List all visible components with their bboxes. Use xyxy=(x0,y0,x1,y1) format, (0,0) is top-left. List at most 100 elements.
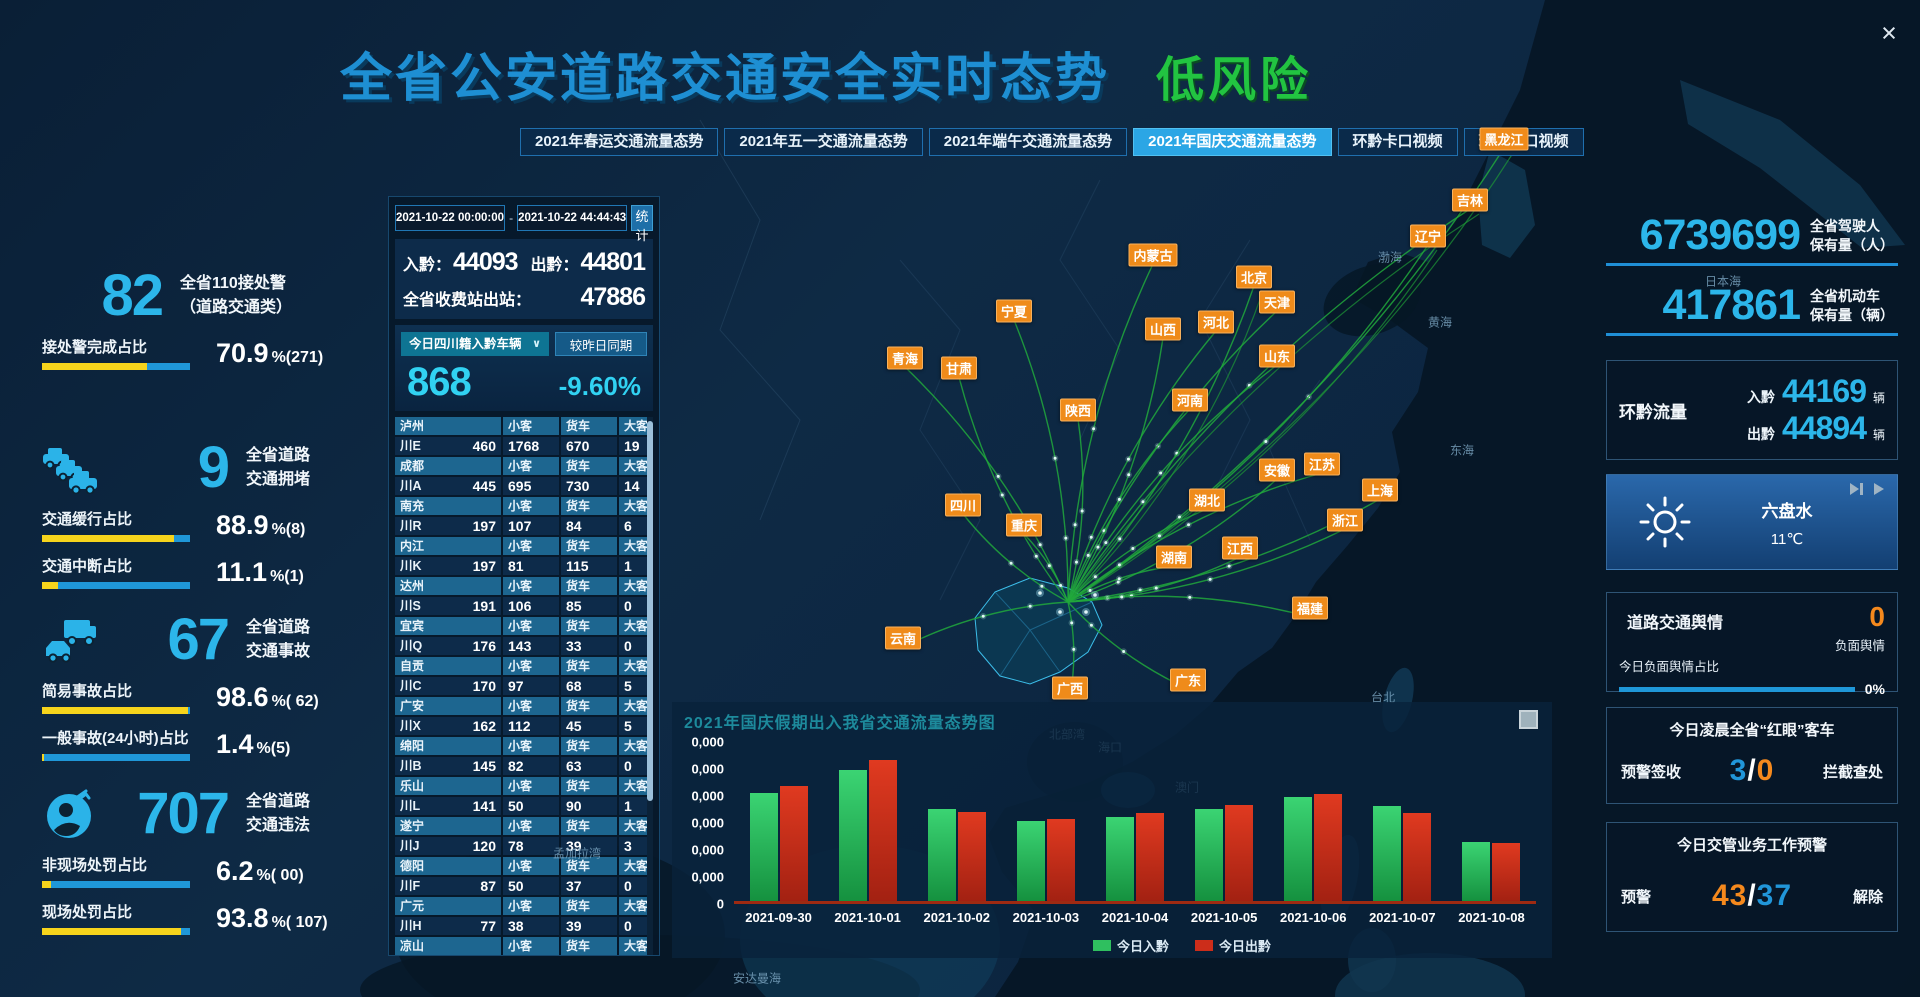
end-datetime-input[interactable]: 2021-10-22 44:44:43 xyxy=(517,205,628,231)
compare-yesterday-button[interactable]: 较昨日同期 xyxy=(555,332,647,356)
play-next-icon[interactable] xyxy=(1871,483,1887,495)
table-data-row: 川C 170 97 68 5 xyxy=(395,677,653,695)
bar-in-guizhou xyxy=(927,809,956,901)
province-flow-summary: 入黔： 44093 出黔： 44801 全省收费站出站： 47886 xyxy=(395,239,653,319)
table-scrollbar xyxy=(647,417,653,955)
column-header: 大客 xyxy=(619,657,653,675)
redeye-right-label: 拦截查处 xyxy=(1822,763,1883,781)
metric-progress-bar xyxy=(42,754,190,762)
value-cell: 107 xyxy=(503,517,559,535)
table-city-row: 遂宁 小客 货车 大客 xyxy=(395,817,653,835)
stat-metric: 简易事故占比 98.6 %( 62) xyxy=(42,680,372,715)
tab-bar: 2021年春运交通流量态势 2021年五一交通流量态势 2021年端午交通流量态势 2… xyxy=(520,128,1584,156)
value-cell: 1 xyxy=(619,797,653,815)
tab-guoqing[interactable]: 2021年国庆交通流量态势 xyxy=(1133,128,1332,156)
stat-label: 全省道路 交通拥堵 xyxy=(246,447,311,488)
chart-restore-icon[interactable] xyxy=(1519,710,1538,729)
close-icon[interactable]: × xyxy=(1872,16,1906,50)
plate-total-cell: 川K 197 xyxy=(395,557,501,575)
chart-plot-area xyxy=(734,742,1536,904)
chart-title: 2021年国庆假期出入我省交通流量态势图 xyxy=(684,715,996,732)
driver-total-label: 全省驾驶人 保有量（人） xyxy=(1810,217,1894,253)
map-text-label: 孟加拉湾 xyxy=(552,846,602,861)
traffic-violation-icon xyxy=(42,788,100,840)
x-tick-label: 2021-09-30 xyxy=(745,910,812,925)
value-cell: 670 xyxy=(561,437,617,455)
vehicle-filter-box: 今日四川籍入黔车辆 ∨ 较昨日同期 868 -9.60% xyxy=(395,325,653,411)
column-header: 大客 xyxy=(619,737,653,755)
column-header: 货车 xyxy=(561,857,617,875)
legend-item[interactable]: 今日入黔 xyxy=(1092,936,1169,955)
bar-out-guizhou xyxy=(1046,818,1075,901)
province-label: 湖北 xyxy=(1188,488,1226,512)
plate-total-cell: 川L 141 xyxy=(395,797,501,815)
table-city-row: 自贡 小客 货车 大客 xyxy=(395,657,653,675)
province-label: 四川 xyxy=(944,493,982,517)
metric-name: 交通中断占比 xyxy=(42,558,133,576)
tab-duanwu[interactable]: 2021年端午交通流量态势 xyxy=(928,128,1128,156)
metric-name: 一般事故(24小时)占比 xyxy=(42,730,189,748)
tab-chunyun[interactable]: 2021年春运交通流量态势 xyxy=(520,128,719,156)
column-header: 小客 xyxy=(503,857,559,875)
value-cell: 68 xyxy=(561,677,617,695)
stat-metric: 交通缓行占比 88.9 %(8) xyxy=(42,508,372,543)
statistics-button[interactable]: 统计 xyxy=(631,205,653,243)
value-cell: 50 xyxy=(503,797,559,815)
value-cell: 115 xyxy=(561,557,617,575)
y-tick-label: 0,000 xyxy=(691,734,724,750)
bar-out-guizhou xyxy=(1492,842,1521,901)
vehicle-type-dropdown[interactable]: 今日四川籍入黔车辆 ∨ xyxy=(401,332,549,356)
police-work-panel: 今日交管业务工作预警 预警 43/37 解除 xyxy=(1606,822,1898,932)
x-tick-label: 2021-10-04 xyxy=(1101,910,1169,925)
chart-x-axis: 2021-09-30 2021-10-01 2021-10-02 2021-10-03… xyxy=(734,910,1536,932)
map-text-label: 日本海 xyxy=(1704,274,1742,289)
value-cell: 1 xyxy=(619,557,653,575)
vehicle-total-label: 全省机动车 保有量（辆） xyxy=(1810,287,1894,323)
traffic-jam-icon xyxy=(42,442,100,495)
province-label: 广东 xyxy=(1169,668,1207,692)
column-header: 货车 xyxy=(561,457,617,475)
bar-out-guizhou xyxy=(957,811,986,901)
city-name: 广元 xyxy=(395,897,501,915)
table-data-row: 川L 141 50 90 1 xyxy=(395,797,653,815)
bar-in-guizhou xyxy=(838,770,867,901)
province-label: 陕西 xyxy=(1059,398,1097,422)
start-datetime-input[interactable]: 2021-10-22 00:00:00 xyxy=(395,205,506,231)
metric-name: 非现场处罚占比 xyxy=(42,857,148,875)
scrollbar-thumb[interactable] xyxy=(647,421,653,801)
column-header: 货车 xyxy=(561,817,617,835)
column-header: 小客 xyxy=(503,617,559,635)
province-label: 安徽 xyxy=(1258,458,1296,482)
value-cell: 0 xyxy=(619,597,653,615)
province-label: 宁夏 xyxy=(995,299,1033,323)
value-cell: 5 xyxy=(619,717,653,735)
legend-item[interactable]: 今日出黔 xyxy=(1195,936,1271,955)
tab-huanqian-video[interactable]: 环黔卡口视频 xyxy=(1337,128,1458,156)
metric-progress-bar xyxy=(42,881,190,889)
tab-wuyi[interactable]: 2021年五一交通流量态势 xyxy=(724,128,923,156)
date-range-separator: - xyxy=(509,211,514,225)
bar-in-guizhou xyxy=(1462,841,1491,901)
stat-block-1: 9 全省道路 交通拥堵 交通缓行占比 88.9 %(8) 交通中断占比 11.1 %(1) xyxy=(42,438,372,590)
column-header: 小客 xyxy=(503,577,559,595)
skip-next-icon[interactable] xyxy=(1849,483,1865,495)
province-label: 北京 xyxy=(1235,265,1273,289)
table-data-row: 川H 77 38 39 0 xyxy=(395,917,653,935)
province-label: 河南 xyxy=(1171,388,1209,412)
y-tick-label: 0,000 xyxy=(691,761,724,777)
table-data-row: 川E 460 1768 670 19 xyxy=(395,437,653,455)
province-label: 浙江 xyxy=(1326,508,1364,532)
province-label: 江西 xyxy=(1221,536,1259,560)
column-header: 大客 xyxy=(619,497,653,515)
metric-progress-bar xyxy=(42,928,190,936)
table-data-row: 川Q 176 143 33 0 xyxy=(395,637,653,655)
stat-label: 全省道路 交通违法 xyxy=(246,793,311,834)
column-header: 货车 xyxy=(561,897,617,915)
bar-out-guizhou xyxy=(868,759,897,901)
police-released-count: 37 xyxy=(1756,879,1793,912)
table-data-row: 川F 87 50 37 0 xyxy=(395,877,653,895)
value-cell: 97 xyxy=(503,677,559,695)
risk-level-badge: 低风险 xyxy=(1156,54,1313,107)
toll-exit-value: 47886 xyxy=(580,283,646,311)
province-label: 重庆 xyxy=(1005,513,1043,537)
